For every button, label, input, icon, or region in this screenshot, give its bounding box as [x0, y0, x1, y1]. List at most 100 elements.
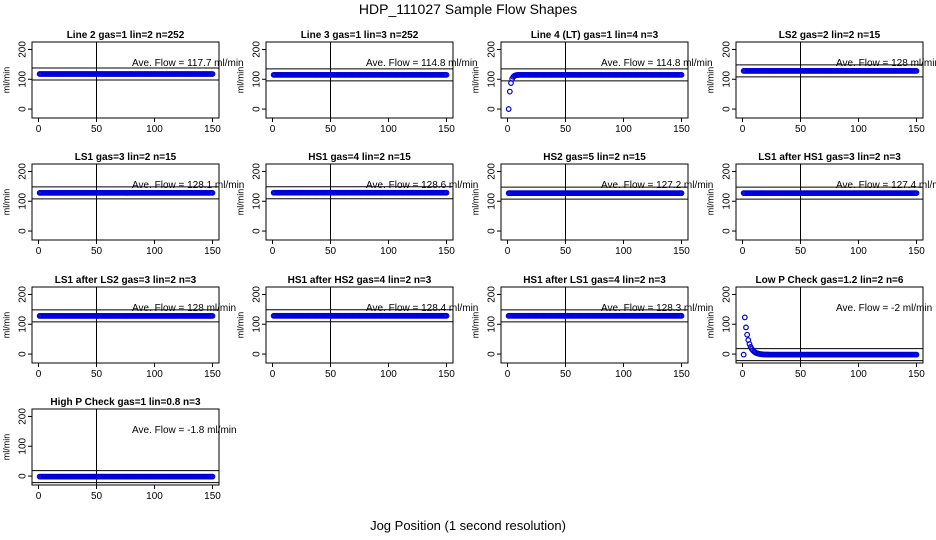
x-tick-label: 50	[91, 124, 103, 135]
y-tick-label: 100	[252, 70, 263, 87]
panel-title: HS1 after LS1 gas=4 lin=2 n=3	[523, 275, 666, 286]
y-tick-label: 100	[722, 192, 733, 209]
y-tick-label: 200	[18, 163, 29, 180]
panel-title: Low P Check gas=1.2 lin=2 n=6	[756, 275, 904, 286]
plot-frame	[31, 286, 220, 364]
x-tick-label: 0	[270, 124, 276, 135]
x-tick-label: 150	[673, 124, 690, 135]
panel-6: HS1 gas=4 lin=2 n=15 0 50 100 150 0 100 200 ml/m…	[235, 152, 478, 257]
plot-frame	[500, 286, 689, 364]
y-tick-label: 0	[18, 106, 29, 112]
plot-frame	[31, 408, 220, 486]
x-tick-label: 50	[795, 369, 807, 380]
y-axis-label: ml/min	[470, 189, 480, 216]
y-axis-label: ml/min	[705, 312, 715, 339]
x-tick-label: 100	[615, 246, 632, 257]
x-tick-label: 50	[795, 124, 807, 135]
x-tick-label: 50	[560, 246, 572, 257]
x-tick-label: 0	[505, 246, 511, 257]
data-point	[209, 189, 216, 196]
y-tick-label: 0	[487, 351, 498, 357]
y-tick-label: 100	[18, 437, 29, 454]
panel-title: Line 3 gas=1 lin=3 n=252	[301, 30, 419, 41]
x-tick-label: 100	[146, 246, 163, 257]
panel-title: Line 4 (LT) gas=1 lin=4 n=3	[531, 30, 659, 41]
panel-10: HS1 after HS2 gas=4 lin=2 n=3 0 50 100 150 0 1…	[235, 275, 478, 380]
average-annotation: Ave. Flow = 127.2 ml/min	[601, 180, 713, 191]
y-axis-label: ml/min	[235, 67, 245, 94]
x-tick-label: 50	[91, 369, 103, 380]
average-annotation: Ave. Flow = 114.8 ml/min	[601, 58, 713, 69]
data-point	[443, 312, 450, 319]
average-annotation: Ave. Flow = 128.6 ml/min	[366, 180, 478, 191]
x-tick-label: 100	[146, 491, 163, 502]
y-axis-label: ml/min	[235, 189, 245, 216]
y-axis-label: ml/min	[1, 189, 11, 216]
x-tick-label: 150	[438, 246, 455, 257]
y-tick-label: 200	[722, 41, 733, 58]
panel-11: HS1 after LS1 gas=4 lin=2 n=3 0 50 100 150 0 1…	[470, 275, 713, 380]
x-tick-label: 100	[850, 246, 867, 257]
y-tick-label: 200	[722, 286, 733, 303]
y-tick-label: 0	[18, 351, 29, 357]
y-tick-label: 200	[487, 286, 498, 303]
x-tick-label: 0	[36, 369, 42, 380]
y-tick-label: 200	[487, 163, 498, 180]
y-tick-label: 100	[18, 315, 29, 332]
x-tick-label: 0	[270, 246, 276, 257]
x-tick-label: 150	[204, 124, 221, 135]
data-point	[741, 314, 748, 321]
panel-9: LS1 after LS2 gas=3 lin=2 n=3 0 50 100 150 0 1…	[1, 275, 236, 380]
y-tick-label: 100	[252, 315, 263, 332]
page-title: HDP_111027 Sample Flow Shapes	[358, 1, 578, 17]
y-tick-label: 0	[252, 351, 263, 357]
x-tick-label: 150	[908, 124, 925, 135]
average-annotation: Ave. Flow = 128.3 ml/min	[601, 303, 713, 314]
x-tick-label: 0	[740, 124, 746, 135]
y-tick-label: 200	[18, 408, 29, 425]
panel-8: LS1 after HS1 gas=3 lin=2 n=3 0 50 100 150 0 1…	[705, 152, 936, 257]
x-tick-label: 0	[270, 369, 276, 380]
data-point	[209, 71, 216, 77]
x-tick-label: 100	[146, 124, 163, 135]
panel-title: High P Check gas=1 lin=0.8 n=3	[50, 397, 201, 408]
average-annotation: Ave. Flow = -2 ml/min	[836, 303, 932, 314]
x-tick-label: 0	[36, 491, 42, 502]
y-tick-label: 0	[18, 228, 29, 234]
x-tick-label: 100	[380, 246, 397, 257]
y-tick-label: 200	[252, 41, 263, 58]
data-point	[209, 313, 216, 319]
x-tick-label: 100	[850, 369, 867, 380]
x-tick-label: 100	[615, 124, 632, 135]
y-axis-label: ml/min	[705, 67, 715, 94]
plot-frame	[265, 41, 454, 119]
x-tick-label: 150	[204, 369, 221, 380]
y-axis-label: ml/min	[1, 434, 11, 461]
plot-frame	[265, 163, 454, 241]
y-axis-label: ml/min	[1, 67, 11, 94]
y-tick-label: 0	[18, 473, 29, 479]
y-tick-label: 100	[252, 192, 263, 209]
x-tick-label: 100	[850, 124, 867, 135]
panel-title: LS2 gas=2 lin=2 n=15	[779, 30, 881, 41]
y-tick-label: 200	[252, 163, 263, 180]
x-tick-label: 100	[146, 369, 163, 380]
x-tick-label: 150	[908, 369, 925, 380]
y-axis-label: ml/min	[235, 312, 245, 339]
y-tick-label: 0	[722, 228, 733, 234]
x-tick-label: 150	[204, 491, 221, 502]
data-point	[678, 71, 685, 78]
panel-title: LS1 after LS2 gas=3 lin=2 n=3	[55, 275, 197, 286]
x-tick-label: 150	[438, 369, 455, 380]
y-tick-label: 0	[252, 228, 263, 234]
x-tick-label: 0	[505, 124, 511, 135]
y-tick-label: 200	[18, 286, 29, 303]
y-tick-label: 100	[487, 192, 498, 209]
y-tick-label: 200	[18, 41, 29, 58]
y-tick-label: 0	[722, 106, 733, 112]
y-axis-label: ml/min	[470, 67, 480, 94]
data-point	[209, 473, 216, 480]
x-tick-label: 100	[380, 124, 397, 135]
x-tick-label: 150	[673, 369, 690, 380]
y-tick-label: 200	[252, 286, 263, 303]
